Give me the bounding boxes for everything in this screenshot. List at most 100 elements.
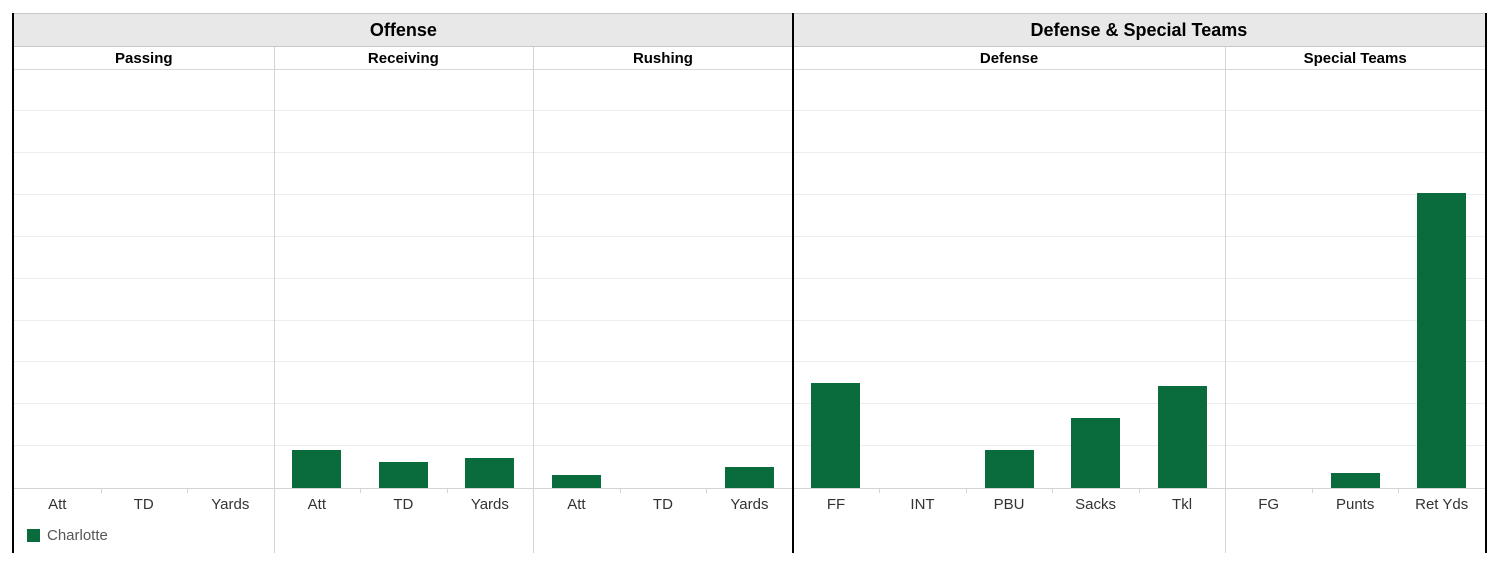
bar-cell-receiving-yards [447, 70, 534, 488]
panel-header-label: Rushing [632, 49, 693, 67]
bar-cell-special-teams-ret-yds [1398, 70, 1485, 488]
bar-receiving-yards[interactable] [465, 457, 515, 488]
axis-tick [360, 489, 362, 493]
bar-cell-defense-pbu [966, 70, 1053, 488]
bar-cell-receiving-td [360, 70, 447, 488]
label-panel-special-teams: FG Punts Ret Yds [1225, 489, 1485, 520]
legend-swatch [27, 529, 40, 542]
category-label-td: TD [360, 489, 447, 520]
axis-tick [100, 489, 102, 493]
bar-cell-defense-tkl [1139, 70, 1226, 488]
category-label-text: Sacks [1075, 496, 1116, 513]
bar-defense-pbu[interactable] [984, 449, 1034, 488]
gridline [14, 403, 1485, 405]
section-header-defense-special-teams: Defense & Special Teams [793, 14, 1485, 46]
section-header-offense: Offense [14, 14, 793, 46]
category-label-att: Att [533, 489, 620, 520]
label-panel-receiving: Att TD Yards [274, 489, 534, 520]
bar-defense-sacks[interactable] [1071, 417, 1121, 488]
panel-header-row: Passing Receiving Rushing Defense Special Te… [14, 47, 1485, 70]
plot-panel-passing [14, 70, 274, 488]
bar-cell-special-teams-fg [1225, 70, 1312, 488]
label-panel-defense: FF INT PBU Sacks Tkl [793, 489, 1226, 520]
category-label-text: Att [307, 496, 326, 513]
panel-header-defense: Defense [793, 47, 1226, 69]
bar-defense-tkl[interactable] [1157, 386, 1207, 488]
category-label-text: TD [652, 496, 673, 513]
bar-rushing-yards[interactable] [724, 466, 774, 488]
bar-rushing-att[interactable] [551, 475, 601, 488]
category-label-att: Att [14, 489, 101, 520]
category-label-text: Att [48, 496, 67, 513]
panel-header-label: Special Teams [1303, 49, 1407, 67]
gridline [14, 445, 1485, 447]
panel-header-label: Passing [115, 49, 173, 67]
bar-cell-passing-att [14, 70, 101, 488]
panel-divider [533, 47, 535, 553]
category-label-td: TD [620, 489, 707, 520]
bar-cell-defense-int [879, 70, 966, 488]
panel-divider [273, 47, 275, 553]
category-label-ret-yds: Ret Yds [1398, 489, 1485, 520]
gridline [14, 235, 1485, 237]
category-label-text: Punts [1335, 496, 1375, 513]
category-label-att: Att [274, 489, 361, 520]
category-label-text: Tkl [1172, 496, 1193, 513]
category-label-text: TD [133, 496, 154, 513]
chart-table: Offense Defense & Special Teams Passing Re… [12, 13, 1487, 553]
legend-label[interactable]: Charlotte [47, 527, 108, 544]
panel-header-special-teams: Special Teams [1225, 47, 1485, 69]
bar-cell-special-teams-punts [1312, 70, 1399, 488]
gridline [14, 277, 1485, 279]
bar-cell-receiving-att [274, 70, 361, 488]
section-header-label: Offense [369, 19, 437, 40]
gridline [14, 319, 1485, 321]
section-divider [791, 13, 794, 553]
category-label-yards: Yards [447, 489, 534, 520]
category-label-text: Ret Yds [1415, 496, 1469, 513]
category-label-int: INT [879, 489, 966, 520]
bar-special-teams-punts[interactable] [1330, 472, 1380, 488]
axis-tick [187, 489, 189, 493]
axis-tick [619, 489, 621, 493]
axis-tick [879, 489, 881, 493]
bar-special-teams-ret-yds[interactable] [1417, 192, 1467, 488]
color-legend: Charlotte [14, 520, 1485, 553]
category-label-yards: Yards [187, 489, 274, 520]
panel-header-passing: Passing [14, 47, 274, 69]
axis-tick [446, 489, 448, 493]
plot-panel-rushing [533, 70, 793, 488]
category-label-text: Yards [470, 496, 509, 513]
gridline [14, 110, 1485, 112]
bar-cell-defense-ff [793, 70, 880, 488]
plot-panel-special-teams [1225, 70, 1485, 488]
bar-cell-defense-sacks [1052, 70, 1139, 488]
panel-header-label: Receiving [367, 49, 439, 67]
gridline [14, 152, 1485, 154]
panel-header-receiving: Receiving [274, 47, 534, 69]
label-panel-passing: Att TD Yards [14, 489, 274, 520]
gridline [14, 361, 1485, 363]
bar-cell-rushing-yards [706, 70, 793, 488]
category-label-sacks: Sacks [1052, 489, 1139, 520]
category-label-pbu: PBU [966, 489, 1053, 520]
category-label-tkl: Tkl [1139, 489, 1226, 520]
category-label-text: INT [910, 496, 935, 513]
category-label-text: Yards [211, 496, 250, 513]
bar-receiving-att[interactable] [292, 450, 342, 488]
axis-tick [1138, 489, 1140, 493]
category-label-td: TD [101, 489, 188, 520]
category-label-punts: Punts [1312, 489, 1399, 520]
category-label-text: FG [1258, 496, 1280, 513]
bar-cell-passing-td [101, 70, 188, 488]
category-label-ff: FF [793, 489, 880, 520]
axis-tick [706, 489, 708, 493]
frame-border-right [1485, 13, 1487, 553]
bar-defense-ff[interactable] [811, 382, 861, 488]
bar-receiving-td[interactable] [378, 461, 428, 488]
category-label-text: PBU [993, 496, 1025, 513]
bar-cell-rushing-att [533, 70, 620, 488]
bar-cell-passing-yards [187, 70, 274, 488]
frame-border-left [12, 13, 14, 553]
